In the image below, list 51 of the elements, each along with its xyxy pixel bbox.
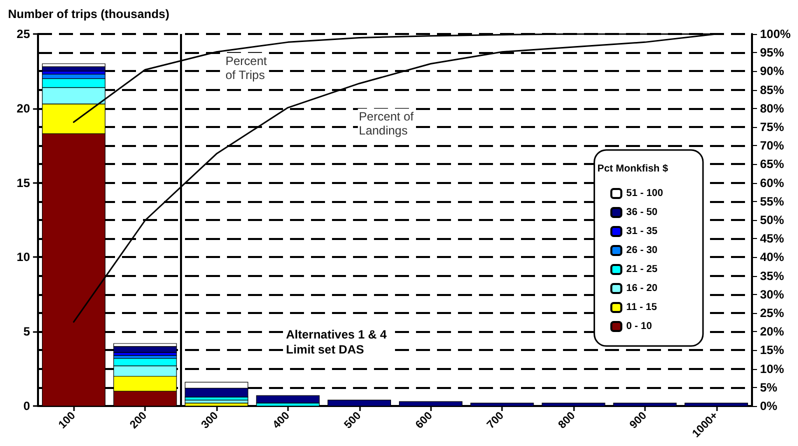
y2-tick-label: 80% [760,101,784,116]
x-tick-label: 100 [56,410,78,432]
y-tick-label: 20 [16,101,30,116]
legend-label: 36 - 50 [626,207,658,218]
x-tick-label: 200 [128,410,150,432]
y2-tick-label: 75% [760,120,784,134]
legend-label: 31 - 35 [626,226,658,237]
y-tick-label: 5 [23,324,30,339]
y2-tick-label: 65% [760,157,784,172]
text: Percent of Landings [358,110,414,138]
x-tick-label: 600 [413,410,435,432]
y2-tick-label: 50% [760,213,784,227]
y2-tick-label: 55% [760,194,784,208]
y2-tick-label: 70% [760,138,784,153]
y-tick-label: 0 [23,399,30,413]
y2-tick-label: 25% [760,306,784,320]
y2-tick-label: 85% [760,82,784,97]
series-label: Percent of Trips [226,54,268,82]
y2-tick-label: 20% [760,324,784,339]
legend-label: 11 - 15 [626,302,658,313]
y2-tick-label: 90% [760,64,784,78]
y2-tick-label: 0% [760,399,778,413]
y2-tick-label: 35% [760,268,784,283]
legend-title: Pct Monkfish $ [597,164,668,174]
y-tick-label: 15 [16,176,30,190]
y2-tick-label: 40% [760,250,784,264]
x-tick-label: 800 [556,410,578,432]
legend-label: 21 - 25 [626,264,658,275]
legend-label: 26 - 30 [626,245,658,256]
x-tick-label: 400 [270,410,292,432]
legend-label: 16 - 20 [626,283,658,294]
x-tick-label: 900 [628,410,650,432]
bar [42,63,106,68]
legend-label: 0 - 10 [626,321,652,332]
y-tick-label: 25 [16,27,30,41]
annotation: Alternatives 1 & 4 Limit set DAS [286,328,388,356]
y2-tick-label: 100% [760,27,792,41]
y2-tick-label: 15% [760,343,784,358]
y2-tick-label: 95% [760,46,784,60]
y-tick-label: 10 [16,250,30,264]
x-tick-label: 500 [342,410,364,432]
y2-tick-label: 45% [760,232,784,246]
y2-tick-label: 10% [760,362,784,376]
y-axis-title: Number of trips (thousands) [8,7,170,21]
x-tick-label: 300 [199,410,221,432]
y2-tick-label: 30% [760,287,784,302]
legend-label: 51 - 100 [626,188,664,199]
x-tick-label: 700 [484,410,506,432]
y2-tick-label: 60% [760,176,784,190]
bar [256,395,320,404]
y2-tick-label: 5% [760,380,778,394]
